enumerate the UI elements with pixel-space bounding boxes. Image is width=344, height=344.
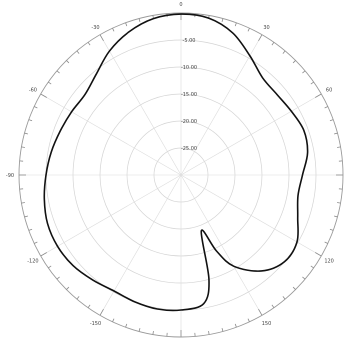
polar-grid	[18, 12, 344, 338]
angle-tick	[333, 132, 338, 135]
angle-label: 150	[262, 321, 272, 327]
grid-spoke	[180, 174, 263, 316]
angle-label: 30	[263, 25, 269, 31]
radial-labels: -5.00 -10.00 -15.00 -20.00 -25.00	[181, 38, 197, 152]
radial-label: -10.00	[181, 65, 197, 71]
angle-label: 0	[179, 2, 182, 8]
angle-tick	[138, 18, 141, 23]
angle-label: -150	[90, 321, 101, 327]
angle-tick	[337, 146, 341, 148]
angle-tick	[282, 296, 286, 300]
grid-spoke	[40, 174, 182, 257]
angle-tick	[310, 265, 314, 269]
angle-tick	[329, 119, 334, 122]
angle-tick	[66, 60, 70, 64]
angle-tick	[329, 228, 334, 231]
angle-tick	[315, 93, 322, 98]
angle-tick	[208, 331, 210, 335]
angle-tick	[87, 304, 91, 308]
angle-tick	[138, 327, 141, 332]
angle-tick	[221, 18, 224, 23]
grid-spoke	[40, 93, 182, 176]
angle-tick	[76, 296, 80, 300]
angle-tick	[87, 42, 91, 46]
angle-labels: 0306090120150-180-150-120-90-60-30	[6, 2, 334, 327]
angle-tick	[258, 34, 263, 41]
angle-tick	[56, 276, 60, 280]
angle-label: -30	[91, 25, 99, 31]
angle-tick	[24, 132, 29, 135]
grid-spoke	[180, 34, 263, 176]
angle-tick	[76, 50, 80, 54]
angle-tick	[34, 106, 38, 109]
angle-label: -120	[27, 259, 38, 265]
angle-tick	[99, 34, 104, 41]
angle-tick	[125, 323, 128, 328]
angle-tick	[24, 215, 29, 218]
series-group	[43, 13, 309, 312]
angle-tick	[34, 241, 38, 244]
angle-tick	[21, 146, 25, 148]
radial-label: -25.00	[181, 146, 197, 152]
angle-tick	[258, 309, 263, 316]
angle-tick	[324, 241, 328, 244]
angle-label: 60	[326, 88, 332, 94]
grid-spoke	[99, 34, 182, 176]
angle-tick	[282, 50, 286, 54]
angle-label: -60	[29, 88, 37, 94]
angle-tick	[28, 228, 33, 231]
angle-tick	[28, 119, 33, 122]
angle-tick	[315, 252, 322, 257]
angle-tick	[112, 318, 115, 322]
angle-tick	[21, 202, 25, 204]
angle-tick	[125, 22, 128, 27]
grid-spoke	[180, 174, 322, 257]
grid-spoke	[99, 174, 182, 316]
angle-tick	[292, 60, 296, 64]
angle-tick	[112, 28, 115, 32]
angle-tick	[247, 318, 250, 322]
angle-tick	[40, 93, 47, 98]
angle-tick	[337, 202, 341, 204]
angle-tick	[234, 22, 237, 27]
angle-tick	[247, 28, 250, 32]
grid-spoke	[180, 93, 322, 176]
angle-tick	[234, 323, 237, 328]
angle-label: 120	[324, 259, 334, 265]
series-trace	[43, 13, 309, 312]
angle-tick	[48, 265, 52, 269]
angle-tick	[271, 304, 275, 308]
angle-tick	[152, 331, 154, 335]
angle-tick	[221, 327, 224, 332]
radial-label: -5.00	[183, 38, 196, 44]
angle-tick	[333, 215, 338, 218]
radial-label: -15.00	[181, 92, 197, 98]
angle-tick	[302, 276, 306, 280]
angle-tick	[271, 42, 275, 46]
angle-tick	[48, 81, 52, 85]
angle-tick	[56, 70, 60, 74]
angle-tick	[99, 309, 104, 316]
angle-tick	[310, 81, 314, 85]
angle-tick	[302, 70, 306, 74]
angle-label: -90	[6, 173, 14, 179]
radial-label: -20.00	[181, 119, 197, 125]
angle-tick	[66, 286, 70, 290]
angle-tick	[292, 286, 296, 290]
angle-tick	[40, 252, 47, 257]
angle-tick	[324, 106, 328, 109]
